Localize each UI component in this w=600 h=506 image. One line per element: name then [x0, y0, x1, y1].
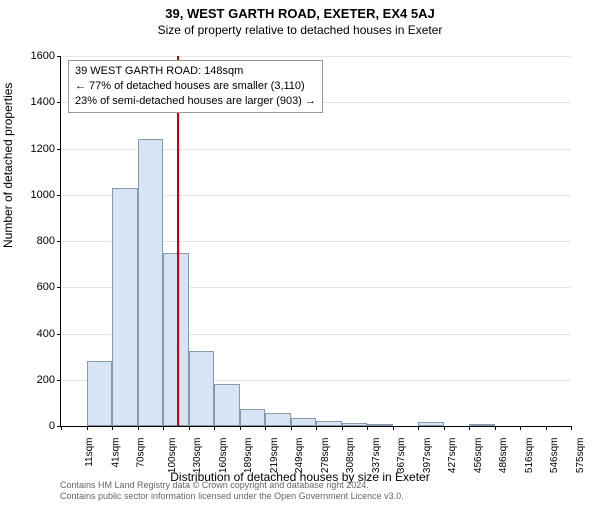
footer-line1: Contains HM Land Registry data © Crown c… — [60, 480, 404, 492]
ytick-label: 1600 — [15, 50, 55, 62]
histogram-bar — [112, 188, 138, 426]
ytick-label: 1400 — [15, 96, 55, 108]
histogram-bar — [240, 409, 266, 426]
xtick-label: 516sqm — [524, 438, 535, 474]
xtick-label: 397sqm — [422, 438, 433, 474]
annotation-line2: ← 77% of detached houses are smaller (3,… — [75, 79, 316, 94]
ytick-mark — [57, 102, 61, 103]
xtick-mark — [138, 426, 139, 430]
xtick-mark — [469, 426, 470, 430]
xtick-mark — [546, 426, 547, 430]
annotation-line3: 23% of semi-detached houses are larger (… — [75, 94, 316, 109]
xtick-mark — [418, 426, 419, 430]
histogram-bar — [138, 139, 164, 426]
histogram-bar — [469, 424, 495, 426]
xtick-mark — [393, 426, 394, 430]
ytick-label: 1000 — [15, 189, 55, 201]
ytick-mark — [57, 195, 61, 196]
xtick-mark — [444, 426, 445, 430]
xtick-mark — [214, 426, 215, 430]
xtick-label: 249sqm — [294, 438, 305, 474]
ytick-mark — [57, 241, 61, 242]
xtick-label: 219sqm — [269, 438, 280, 474]
xtick-mark — [112, 426, 113, 430]
xtick-label: 427sqm — [447, 438, 458, 474]
xtick-mark — [367, 426, 368, 430]
ytick-label: 400 — [15, 328, 55, 340]
histogram-bar — [291, 418, 317, 426]
xtick-mark — [61, 426, 62, 430]
xtick-mark — [342, 426, 343, 430]
ytick-mark — [57, 380, 61, 381]
y-axis-label: Number of detached properties — [1, 83, 15, 248]
ytick-mark — [57, 287, 61, 288]
xtick-mark — [265, 426, 266, 430]
annotation-box: 39 WEST GARTH ROAD: 148sqm ← 77% of deta… — [68, 60, 323, 113]
ytick-label: 600 — [15, 281, 55, 293]
xtick-mark — [240, 426, 241, 430]
ytick-mark — [57, 149, 61, 150]
histogram-bar — [367, 424, 393, 426]
xtick-mark — [291, 426, 292, 430]
xtick-label: 337sqm — [371, 438, 382, 474]
chart-title-sub: Size of property relative to detached ho… — [0, 23, 600, 37]
xtick-mark — [163, 426, 164, 430]
xtick-label: 189sqm — [243, 438, 254, 474]
ytick-label: 800 — [15, 235, 55, 247]
xtick-label: 486sqm — [498, 438, 509, 474]
xtick-label: 546sqm — [549, 438, 560, 474]
xtick-mark — [87, 426, 88, 430]
xtick-label: 367sqm — [396, 438, 407, 474]
xtick-label: 278sqm — [320, 438, 331, 474]
histogram-bar — [163, 253, 189, 426]
chart-title-main: 39, WEST GARTH ROAD, EXETER, EX4 5AJ — [0, 6, 600, 21]
histogram-bar — [342, 423, 368, 426]
ytick-label: 1200 — [15, 143, 55, 155]
histogram-bar — [87, 361, 113, 426]
xtick-label: 100sqm — [167, 438, 178, 474]
ytick-mark — [57, 56, 61, 57]
histogram-bar — [418, 422, 444, 426]
xtick-mark — [316, 426, 317, 430]
xtick-mark — [571, 426, 572, 430]
ytick-label: 0 — [15, 420, 55, 432]
ytick-label: 200 — [15, 374, 55, 386]
xtick-label: 11sqm — [84, 438, 95, 467]
footer: Contains HM Land Registry data © Crown c… — [60, 480, 404, 503]
xtick-label: 160sqm — [218, 438, 229, 474]
xtick-label: 41sqm — [110, 438, 121, 468]
footer-line2: Contains public sector information licen… — [60, 491, 404, 503]
xtick-mark — [520, 426, 521, 430]
histogram-bar — [265, 413, 291, 426]
xtick-label: 130sqm — [192, 438, 203, 474]
xtick-mark — [495, 426, 496, 430]
xtick-label: 575sqm — [575, 438, 586, 474]
annotation-line1: 39 WEST GARTH ROAD: 148sqm — [75, 64, 316, 79]
xtick-label: 456sqm — [473, 438, 484, 474]
histogram-bar — [189, 351, 215, 426]
ytick-mark — [57, 334, 61, 335]
xtick-label: 308sqm — [345, 438, 356, 474]
histogram-bar — [214, 384, 240, 426]
xtick-mark — [189, 426, 190, 430]
xtick-label: 70sqm — [136, 438, 147, 468]
histogram-bar — [316, 421, 342, 426]
gridline — [61, 56, 571, 57]
